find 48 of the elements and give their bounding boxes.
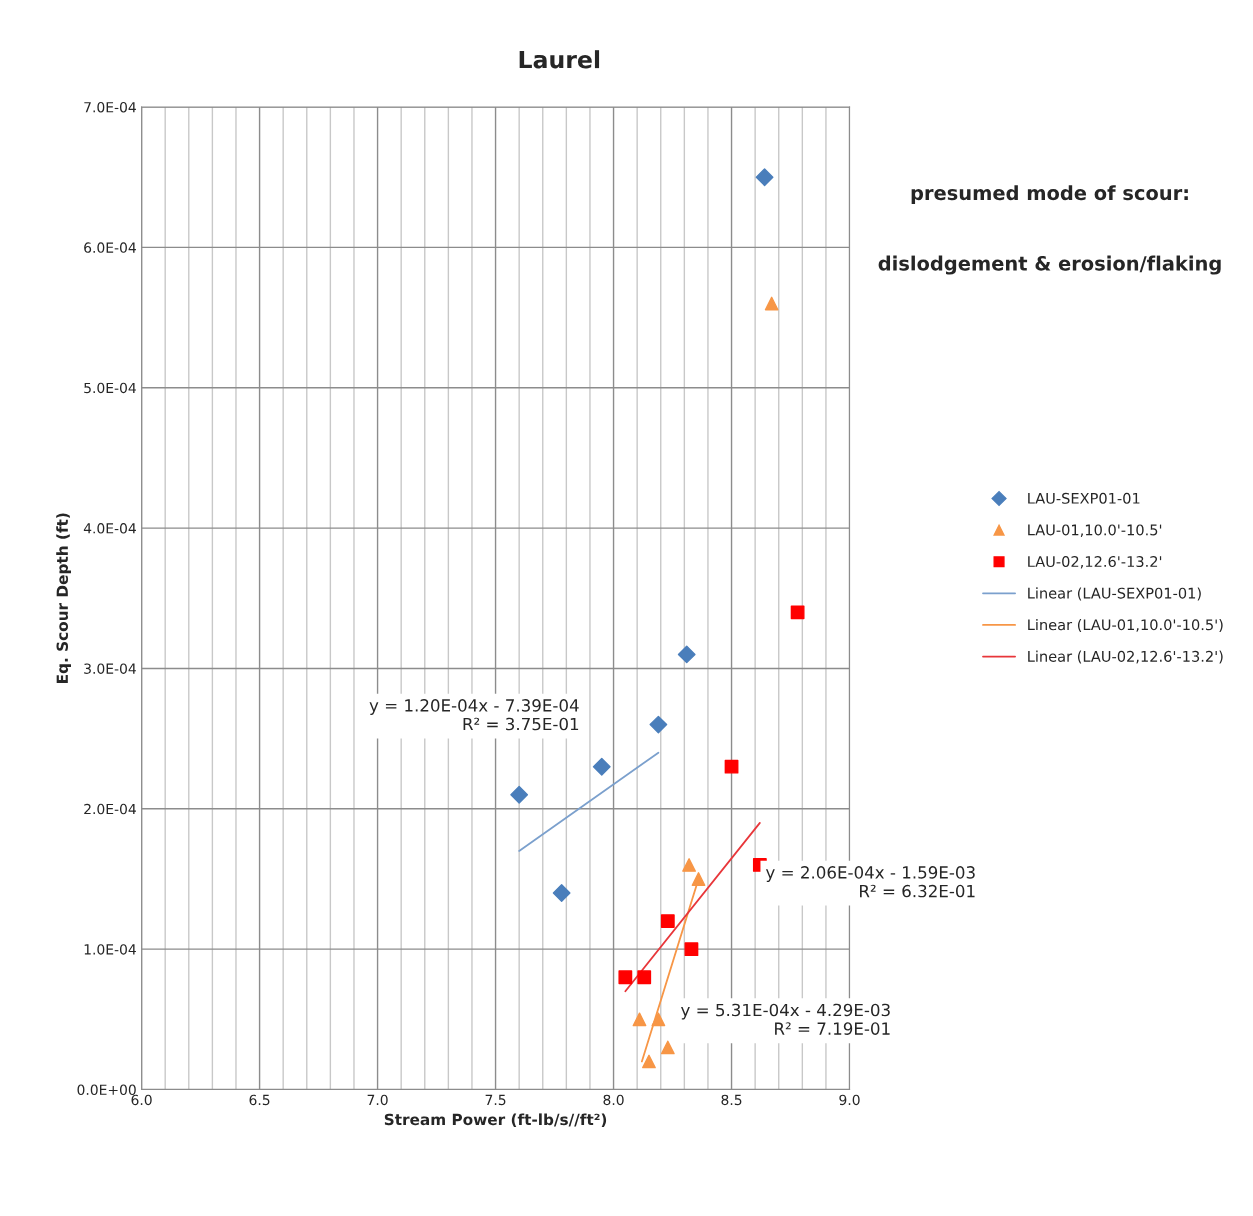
point (592, 757, 611, 776)
x-tick-label: 7.0 (367, 1094, 388, 1106)
point (677, 645, 696, 664)
y-tick-label: 7.0E-04 (84, 101, 136, 113)
x-tick-label: 8.5 (721, 1094, 742, 1106)
x-tick-label: 8.0 (603, 1094, 624, 1106)
text: presumed mode of scour: (911, 185, 1188, 204)
point (642, 1054, 656, 1069)
point (651, 1012, 666, 1027)
legend-label: LAU-SEXP01-01 (1028, 492, 1140, 504)
legend-label: LAU-02,12.6'-13.2' (1028, 556, 1162, 569)
chart-title: Laurel (519, 50, 600, 69)
y-tick-label: 6.0E-04 (84, 242, 136, 253)
x-tick-label: 6.5 (249, 1094, 270, 1106)
point (552, 884, 571, 902)
y-tick-label: 2.0E-04 (84, 803, 136, 815)
y-tick-label: 1.0E-04 (84, 944, 136, 955)
y-tick-label: 3.0E-04 (84, 663, 136, 674)
point (724, 759, 739, 774)
point (684, 942, 699, 957)
annotation: y = 2.06E-04x - 1.59E-03 R² = 6.32E-01 (765, 866, 975, 898)
point (632, 1012, 647, 1027)
text: dislodgement & erosion/flaking (878, 255, 1221, 275)
legend-label: Linear (LAU-02,12.6'-13.2') (1028, 650, 1223, 664)
x-tick-label: 7.5 (485, 1094, 506, 1106)
y-tick-label: 0.0E+00 (77, 1084, 136, 1096)
legend-label: Linear (LAU-01,10.0'-10.5') (1028, 618, 1223, 632)
point (618, 970, 633, 985)
annotation: y = 1.20E-04x - 7.39E-04 R² = 3.75E-01 (369, 699, 579, 731)
point (764, 296, 779, 311)
x-tick-label: 6.0 (131, 1094, 152, 1106)
point (637, 970, 652, 985)
point (790, 605, 805, 620)
legend-label: Linear (LAU-SEXP01-01) (1028, 587, 1201, 601)
annotation: y = 5.31E-04x - 4.29E-03 R² = 7.19E-01 (681, 1003, 890, 1035)
point (682, 858, 696, 872)
point (691, 872, 706, 886)
y-axis-title: Eq. Scour Depth (ft) (56, 513, 71, 683)
point (660, 914, 675, 929)
y-tick-label: 5.0E-04 (84, 382, 136, 394)
point (660, 1040, 675, 1055)
point (649, 715, 668, 734)
x-tick-label: 9.0 (839, 1094, 860, 1106)
point (755, 168, 774, 187)
x-axis-title: Stream Power (ft-lb/s//ft²) (384, 1113, 607, 1128)
y-tick-label: 4.0E-04 (83, 523, 136, 534)
point (510, 785, 529, 804)
legend-label: LAU-01,10.0'-10.5' (1028, 524, 1162, 537)
